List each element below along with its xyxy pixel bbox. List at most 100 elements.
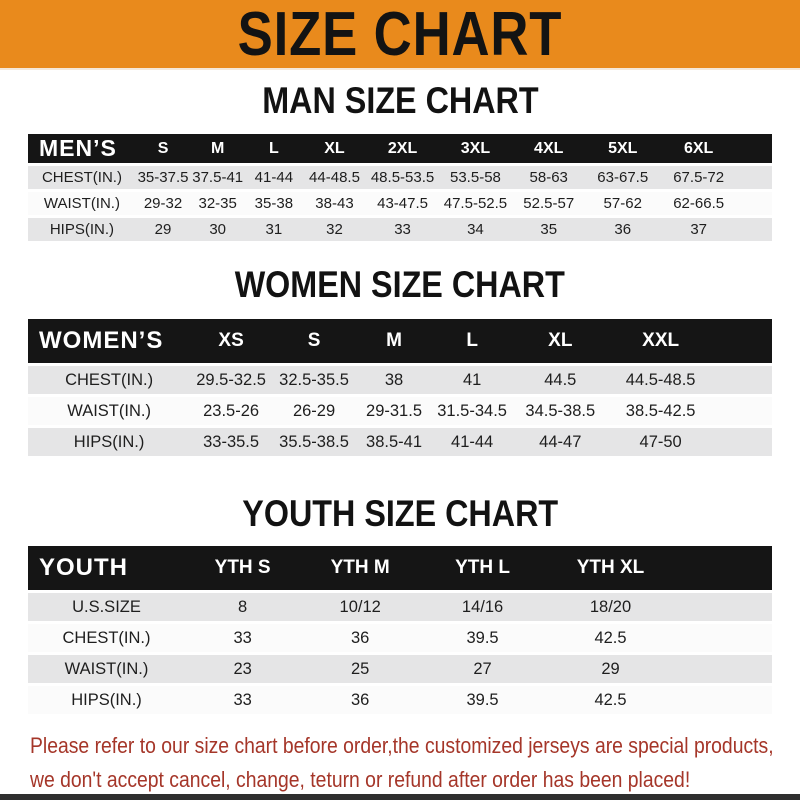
- cell: 36: [300, 624, 421, 652]
- row-label: HIPS(IN.): [28, 686, 185, 714]
- cell: 29: [545, 655, 772, 683]
- column-header: YTH S: [184, 546, 301, 590]
- cell: 48.5-53.5: [366, 166, 439, 189]
- table-row: HIPS(IN.) 33 36 39.5 42.5: [28, 686, 772, 714]
- cell: 23: [184, 655, 301, 683]
- cell: 57-62: [585, 192, 661, 215]
- cell: 35-38: [245, 192, 303, 215]
- cell: 34.5-38.5: [512, 397, 609, 425]
- column-header: XS: [190, 319, 273, 363]
- column-header: YTH M: [300, 546, 421, 590]
- banner: SIZE CHART: [0, 0, 800, 70]
- column-header: XL: [512, 319, 609, 363]
- table-corner-label: WOMEN’S: [28, 319, 191, 363]
- footer-note-line2-text: we don't accept cancel, change, teturn o…: [30, 767, 691, 792]
- cell: 27: [420, 655, 546, 683]
- table-row: CHEST(IN.) 35-37.5 37.5-41 41-44 44-48.5 48.5…: [28, 166, 772, 189]
- man-section-heading: MAN SIZE CHART: [0, 80, 800, 122]
- cell: 43-47.5: [366, 192, 439, 215]
- cell: 53.5-58: [438, 166, 513, 189]
- table-corner-label: MEN’S: [28, 134, 136, 163]
- cell: 10/12: [300, 593, 421, 621]
- cell: 62-66.5: [660, 192, 772, 215]
- table-body: CHEST(IN.) 35-37.5 37.5-41 41-44 44-48.5 48.5…: [28, 166, 772, 241]
- cell: 32.5-35.5: [272, 366, 357, 394]
- cell: 33: [366, 218, 439, 241]
- cell: 38: [356, 366, 432, 394]
- cell: 29: [135, 218, 191, 241]
- cell: 31.5-34.5: [431, 397, 513, 425]
- column-header: L: [431, 319, 513, 363]
- cell: 35-37.5: [135, 166, 191, 189]
- row-label: U.S.SIZE: [28, 593, 185, 621]
- row-label: HIPS(IN.): [28, 428, 191, 456]
- row-label: WAIST(IN.): [28, 397, 191, 425]
- column-header: 4XL: [512, 134, 586, 163]
- cell: 58-63: [512, 166, 586, 189]
- cell: 38.5-41: [356, 428, 432, 456]
- cell: 29-32: [135, 192, 191, 215]
- cell: 63-67.5: [585, 166, 661, 189]
- table-corner-label: YOUTH: [28, 546, 185, 590]
- row-label: CHEST(IN.): [28, 624, 185, 652]
- cell: 42.5: [545, 624, 772, 652]
- cell: 34: [438, 218, 513, 241]
- cell: 52.5-57: [512, 192, 586, 215]
- column-header: S: [135, 134, 191, 163]
- column-header: 3XL: [438, 134, 513, 163]
- column-header: L: [245, 134, 303, 163]
- table-header-row: YOUTH YTH S YTH M YTH L YTH XL: [28, 546, 772, 590]
- table-body: CHEST(IN.) 29.5-32.5 32.5-35.5 38 41 44.5 44.5…: [28, 366, 772, 456]
- row-label: HIPS(IN.): [28, 218, 136, 241]
- cell: 41-44: [431, 428, 513, 456]
- cell: 35: [512, 218, 586, 241]
- cell: 36: [585, 218, 661, 241]
- row-label: WAIST(IN.): [28, 655, 185, 683]
- man-section-heading-text: MAN SIZE CHART: [261, 80, 539, 122]
- cell: 26-29: [272, 397, 357, 425]
- cell: 38.5-42.5: [608, 397, 772, 425]
- table-head: YOUTH YTH S YTH M YTH L YTH XL: [28, 546, 772, 590]
- cell: 32-35: [190, 192, 246, 215]
- table-header-row: MEN’S S M L XL 2XL 3XL 4XL 5XL 6XL: [28, 134, 772, 163]
- column-header: 2XL: [366, 134, 439, 163]
- table-head: WOMEN’S XS S M L XL XXL: [28, 319, 772, 363]
- cell: 30: [190, 218, 246, 241]
- table-body: U.S.SIZE 8 10/12 14/16 18/20 CHEST(IN.) 33 36 39…: [28, 593, 772, 714]
- cell: 29.5-32.5: [190, 366, 273, 394]
- cell: 37.5-41: [190, 166, 246, 189]
- cell: 44.5-48.5: [608, 366, 772, 394]
- cell: 18/20: [545, 593, 772, 621]
- footer-note-line1-text: Please refer to our size chart before or…: [30, 733, 774, 758]
- column-header: YTH L: [420, 546, 546, 590]
- row-label: CHEST(IN.): [28, 366, 191, 394]
- women-section-heading-text: WOMEN SIZE CHART: [234, 264, 566, 306]
- cell: 44.5: [512, 366, 609, 394]
- cell: 14/16: [420, 593, 546, 621]
- men-size-table: MEN’S S M L XL 2XL 3XL 4XL 5XL 6XL CHEST(IN.) 35-37…: [28, 131, 772, 244]
- row-label: WAIST(IN.): [28, 192, 136, 215]
- cell: 41: [431, 366, 513, 394]
- youth-size-table: YOUTH YTH S YTH M YTH L YTH XL U.S.SIZE 8 10/12…: [28, 543, 772, 717]
- column-header: XXL: [608, 319, 772, 363]
- table-row: WAIST(IN.) 23 25 27 29: [28, 655, 772, 683]
- cell: 41-44: [245, 166, 303, 189]
- women-size-section: WOMEN SIZE CHART WOMEN’S XS S M L XL XXL CHEST(…: [0, 264, 800, 459]
- footer-note-line1: Please refer to our size chart before or…: [30, 730, 800, 764]
- table-row: HIPS(IN.) 33-35.5 35.5-38.5 38.5-41 41-44 44-…: [28, 428, 772, 456]
- cell: 33-35.5: [190, 428, 273, 456]
- cell: 38-43: [302, 192, 367, 215]
- cell: 39.5: [420, 686, 546, 714]
- table-head: MEN’S S M L XL 2XL 3XL 4XL 5XL 6XL: [28, 134, 772, 163]
- column-header: 5XL: [585, 134, 661, 163]
- youth-size-section: YOUTH SIZE CHART YOUTH YTH S YTH M YTH L YTH…: [0, 496, 800, 717]
- cell: 31: [245, 218, 303, 241]
- cell: 36: [300, 686, 421, 714]
- cell: 44-47: [512, 428, 609, 456]
- column-header: 6XL: [660, 134, 772, 163]
- cell: 23.5-26: [190, 397, 273, 425]
- cell: 42.5: [545, 686, 772, 714]
- table-row: U.S.SIZE 8 10/12 14/16 18/20: [28, 593, 772, 621]
- table-row: WAIST(IN.) 23.5-26 26-29 29-31.5 31.5-34.5 34…: [28, 397, 772, 425]
